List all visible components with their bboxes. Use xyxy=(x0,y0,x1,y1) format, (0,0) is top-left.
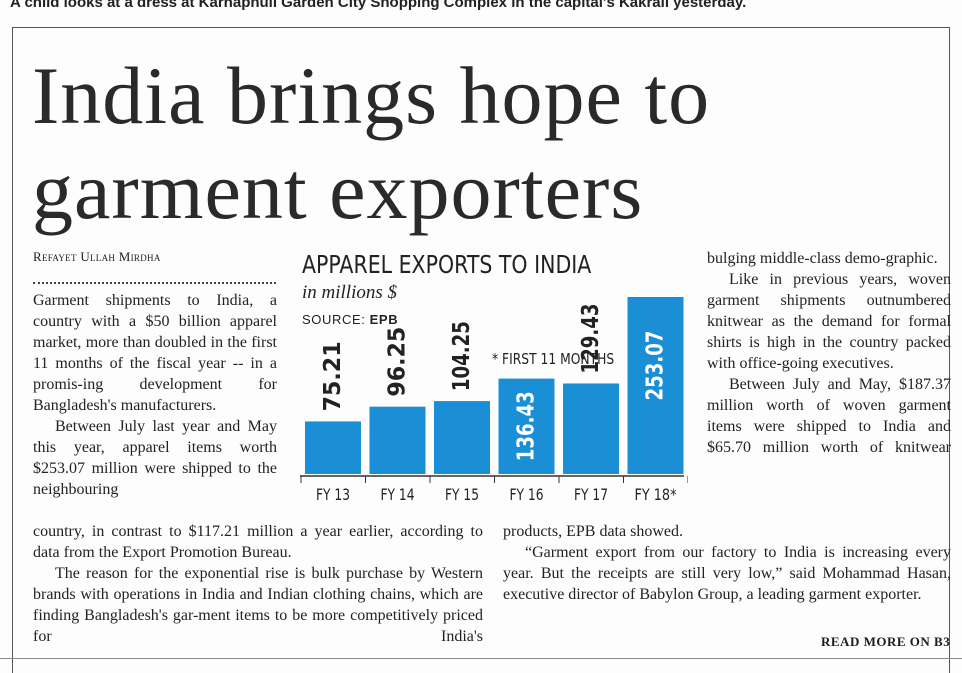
bar-fy-17 xyxy=(563,383,619,474)
paragraph-2: Between July last year and May this year… xyxy=(33,418,277,498)
byline-divider xyxy=(33,282,276,284)
bar-fy-15 xyxy=(434,401,490,474)
chart-source-label: SOURCE: xyxy=(302,312,366,327)
category-label: FY 14 xyxy=(381,485,415,504)
headline: India brings hope to garment exporters xyxy=(32,48,932,238)
bar-fy-16 xyxy=(498,378,555,474)
paragraph-4: Like in previous years, woven garment sh… xyxy=(707,271,951,372)
paragraph-5-continued: products, EPB data showed. xyxy=(503,523,683,540)
paragraph-6: “Garment export from our factory to Indi… xyxy=(503,544,951,603)
column-left: Garment shipments to India, a country wi… xyxy=(33,290,277,500)
read-more-link[interactable]: READ MORE ON B3 xyxy=(821,634,951,649)
bar-value-label: 75.21 xyxy=(320,341,346,411)
bar-fy-13 xyxy=(305,421,361,474)
chart-source: SOURCE: EPB xyxy=(302,312,398,327)
headline-line-1: India brings hope to xyxy=(32,50,711,141)
bar-value-label: 104.25 xyxy=(449,321,475,391)
category-label: FY 16 xyxy=(510,485,544,504)
chart-title: APPAREL EXPORTS TO INDIA xyxy=(302,250,592,279)
article-frame xyxy=(12,27,950,673)
category-label: FY 17 xyxy=(574,485,608,504)
bar-fy-14 xyxy=(369,406,426,474)
photo-caption: A child looks at a dress at Karnaphuli G… xyxy=(10,0,747,11)
page-bottom-rule xyxy=(0,658,962,659)
paragraph-3-continued: bulging middle-class demo-graphic. xyxy=(707,250,938,267)
chart-source-value: EPB xyxy=(369,312,399,327)
category-label: FY 15 xyxy=(445,485,479,504)
paragraph-3: The reason for the exponential rise is b… xyxy=(33,565,483,645)
bar-value-label: 136.43 xyxy=(514,391,540,461)
column-wide: country, in contrast to $117.21 million … xyxy=(33,521,483,647)
column-middle: products, EPB data showed. “Garment expo… xyxy=(503,521,951,605)
paragraph-1: Garment shipments to India, a country wi… xyxy=(33,292,277,414)
category-label: FY 13 xyxy=(316,485,350,504)
bar-value-label: 96.25 xyxy=(385,327,411,397)
paragraph-5: Between July and May, $187.37 million wo… xyxy=(707,376,951,456)
bar-fy-18 xyxy=(627,297,684,474)
headline-line-2: garment exporters xyxy=(32,145,644,236)
category-label: FY 18* xyxy=(635,485,677,504)
byline: Refayet Ullah Mirdha xyxy=(33,249,161,264)
paragraph-2-continued: country, in contrast to $117.21 million … xyxy=(33,523,483,561)
bar-value-label: 129.43 xyxy=(578,303,604,373)
bar-value-label: 253.07 xyxy=(643,331,669,401)
chart-plot: 75.21 FY 13 96.25 FY 14 104.25 FY 15 136.43 FY … xyxy=(300,297,688,504)
chart-subtitle: in millions $ xyxy=(302,282,398,303)
apparel-exports-chart: APPAREL EXPORTS TO INDIA in millions $ S… xyxy=(296,248,688,518)
column-right: bulging middle-class demo-graphic. Like … xyxy=(707,248,951,458)
chart-note: * FIRST 11 MONTHS xyxy=(492,350,615,368)
